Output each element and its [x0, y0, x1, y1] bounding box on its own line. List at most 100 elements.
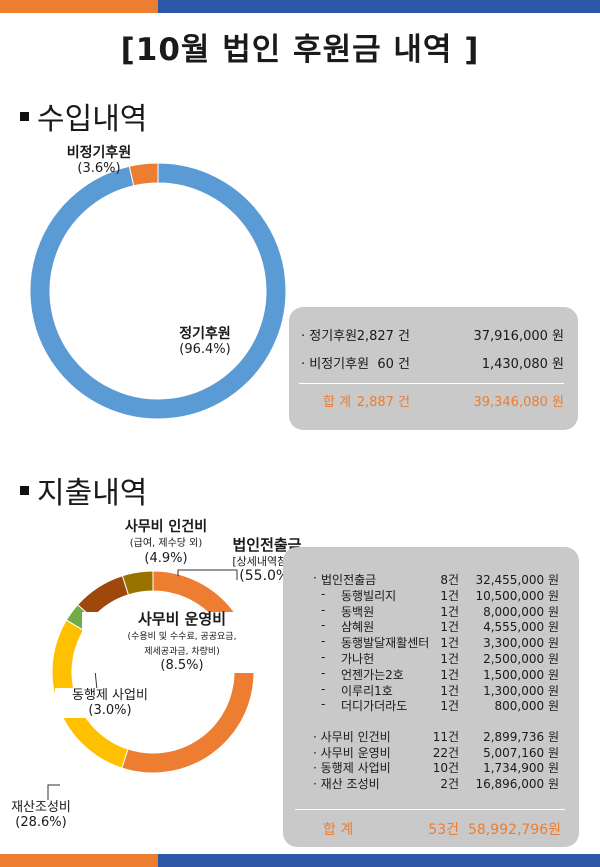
detail-count: 1건	[440, 683, 459, 698]
detail-count: 1건	[440, 588, 459, 603]
staff-pct: (4.9%)	[144, 551, 188, 566]
detail-amount: 8,000,000 원	[483, 604, 559, 619]
detail-dash: -	[321, 634, 326, 649]
corp-name: 법인전출금	[232, 536, 302, 554]
expense-summary-box: · 법인전출금 8건 32,455,000 원 - 동행빌리지 1건 10,500,000 원…	[283, 547, 579, 847]
irregular-name: 비정기후원	[66, 145, 132, 161]
bullet-square-icon	[20, 112, 29, 121]
detail-amount: 3,300,000 원	[483, 636, 559, 651]
total-label: 합 계	[323, 822, 354, 838]
detail-dash: -	[321, 602, 326, 617]
ops-pct: (8.5%)	[160, 658, 204, 673]
detail-label: 이루리1호	[341, 683, 393, 698]
leader-corp	[177, 569, 238, 580]
other-amount: 2,899,736 원	[483, 730, 559, 744]
asset-name: 재산조성비	[11, 800, 71, 815]
detail-label: 동행발달재활센터	[341, 636, 430, 651]
regular-pct: (96.4%)	[179, 342, 231, 357]
detail-dash: -	[321, 665, 326, 680]
regular-name: 정기후원	[179, 326, 231, 342]
detail-count: 1건	[440, 636, 459, 651]
detail-label: 동백원	[341, 604, 375, 619]
detail-amount: 32,455,000 원	[475, 573, 559, 587]
other-label: · 사무비 인건비	[313, 730, 391, 744]
other-count: 2건	[440, 776, 459, 791]
top-color-bar	[0, 0, 600, 13]
income-summary-box: · 정기후원 2,827 건 37,916,000 원 · 비정기후원 60 건…	[289, 307, 578, 430]
detail-amount: 800,000 원	[494, 699, 559, 714]
detail-dash: -	[321, 650, 326, 664]
slice-irregular	[128, 162, 159, 187]
income-label-irregular: 비정기후원 (3.6%)	[44, 145, 154, 177]
event-name: 동행제 사업비	[72, 688, 148, 703]
total-label: 합 계	[323, 395, 352, 410]
income-label-regular: 정기후원 (96.4%)	[150, 326, 260, 358]
detail-count: 8건	[440, 573, 459, 587]
slice-regular	[29, 162, 287, 420]
leader-asset	[47, 784, 60, 800]
other-count: 11건	[432, 730, 459, 744]
income-row: · 비정기후원	[301, 353, 369, 372]
row-label: · 비정기후원	[301, 357, 370, 372]
detail-dash: ·	[313, 571, 317, 585]
detail-label: 가나헌	[341, 652, 375, 666]
divider	[299, 383, 564, 384]
expense-heading: 지출내역	[20, 468, 147, 512]
other-count: 10건	[432, 761, 459, 776]
other-amount: 1,734,900 원	[483, 761, 559, 776]
detail-count: 1건	[440, 667, 459, 682]
staff-sub: (급여, 제수당 외)	[129, 538, 203, 549]
detail-count: 1건	[440, 652, 459, 666]
detail-amount: 1,300,000 원	[483, 683, 559, 698]
bullet-square-icon	[20, 486, 29, 495]
page-title: [10월 법인 후원금 내역 ]	[120, 32, 480, 68]
income-heading-text: 수입내역	[37, 102, 148, 137]
other-count: 22건	[432, 745, 459, 760]
row-amount: 1,430,080 원	[481, 357, 564, 372]
income-heading: 수입내역	[20, 94, 147, 138]
detail-amount: 1,500,000 원	[483, 667, 559, 682]
event-pct: (3.0%)	[88, 703, 132, 718]
row-count: 2,827 건	[356, 329, 410, 344]
expense-label-asset: 재산조성비 (28.6%)	[4, 800, 78, 830]
ops-sub2: 제세공과금, 차량비)	[144, 647, 220, 657]
slice-staff	[121, 570, 154, 596]
corp-pct: (55.0%)	[239, 568, 295, 584]
detail-amount: 4,555,000 원	[483, 620, 559, 635]
divider	[295, 809, 565, 810]
other-label: · 동행제 사업비	[313, 761, 391, 776]
staff-name: 사무비 인건비	[124, 519, 208, 535]
other-label: · 사무비 운영비	[313, 745, 391, 760]
total-count: 53건	[428, 822, 459, 838]
detail-label: 법인전출금	[321, 573, 377, 587]
total-amount: 39,346,080 원	[473, 395, 564, 410]
detail-count: 1건	[440, 699, 459, 714]
detail-dash: -	[321, 618, 326, 633]
detail-count: 1건	[440, 604, 459, 619]
expense-label-ops: 사무비 운영비 (수용비 및 수수료, 공공요금, 제세공과금, 차량비) (8…	[82, 612, 282, 673]
other-amount: 5,007,160 원	[483, 745, 559, 760]
detail-amount: 10,500,000 원	[475, 588, 559, 603]
ops-name: 사무비 운영비	[137, 610, 227, 628]
detail-amount: 2,500,000 원	[483, 652, 559, 666]
detail-label: 동행빌리지	[341, 588, 397, 603]
total-amount: 58,992,796원	[467, 822, 561, 838]
detail-count: 1건	[440, 620, 459, 635]
row-count: 60 건	[377, 357, 410, 372]
other-label: · 재산 조성비	[313, 776, 380, 791]
expense-heading-text: 지출내역	[37, 476, 148, 511]
ops-sub1: (수용비 및 수수료, 공공요금,	[127, 632, 237, 642]
expense-label-event: 동행제 사업비 (3.0%)	[55, 688, 165, 718]
income-row: · 정기후원	[301, 325, 357, 344]
detail-label: 언젠가는2호	[341, 667, 404, 682]
detail-dash: -	[321, 586, 326, 601]
detail-label: 더디가더라도	[341, 699, 408, 714]
asset-pct: (28.6%)	[15, 815, 67, 830]
other-amount: 16,896,000 원	[475, 776, 559, 791]
bottom-color-bar	[0, 854, 600, 867]
irregular-pct: (3.6%)	[77, 161, 121, 176]
detail-dash: -	[321, 697, 326, 712]
expense-label-staff: 사무비 인건비 (급여, 제수당 외) (4.9%)	[106, 519, 226, 567]
total-count: 2,887 건	[356, 395, 410, 410]
